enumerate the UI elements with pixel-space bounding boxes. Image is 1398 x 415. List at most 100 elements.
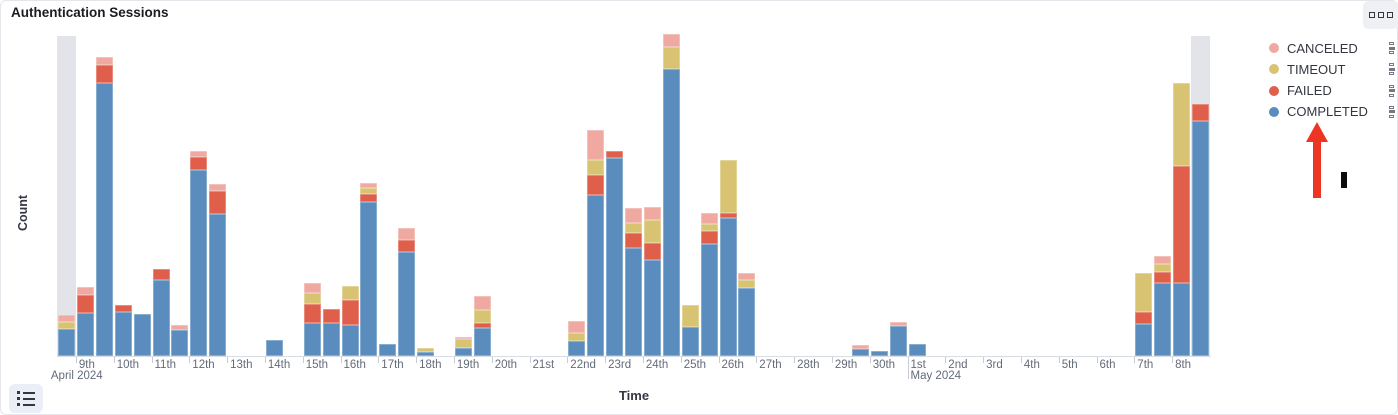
bar-apr-30-pm[interactable] — [889, 322, 907, 356]
bar-apr-29-pm[interactable] — [851, 345, 869, 356]
segment-timeout — [1135, 273, 1153, 312]
legend-item-options-icon[interactable] — [1389, 42, 1395, 54]
y-axis-label: Count — [16, 194, 30, 232]
legend-item-timeout[interactable]: TIMEOUT — [1269, 60, 1395, 78]
x-axis-tick-label: 16th — [343, 359, 366, 371]
x-axis-tick — [983, 357, 985, 363]
x-axis-tick-label: 29th — [834, 359, 858, 371]
x-axis-period-label: May 2024 — [910, 370, 962, 382]
x-axis-tick — [151, 357, 153, 363]
bar-may-8-pm[interactable] — [1192, 104, 1209, 356]
segment-timeout — [625, 223, 642, 233]
bar-apr-24-pm[interactable] — [662, 34, 680, 356]
bar-apr-19-am[interactable] — [454, 337, 472, 356]
bar-apr-16-pm[interactable] — [360, 183, 378, 356]
bar-apr-18-am[interactable] — [417, 348, 435, 356]
bar-apr-19-pm[interactable] — [473, 296, 491, 356]
bar-apr-24-am[interactable] — [643, 207, 661, 356]
segment-completed — [1154, 283, 1172, 356]
bar-apr-17-am[interactable] — [379, 344, 397, 356]
x-axis-tick — [264, 357, 266, 363]
bar-apr-25-am[interactable] — [681, 305, 699, 356]
bar-apr-15-am[interactable] — [303, 283, 321, 356]
bar-apr-22-pm[interactable] — [587, 130, 605, 356]
x-axis-tick — [453, 357, 455, 363]
bar-apr-23-am[interactable] — [606, 151, 624, 356]
x-axis-tick-label: 8th — [1175, 359, 1192, 371]
segment-timeout — [341, 286, 359, 300]
bar-may-7-am[interactable] — [1135, 273, 1153, 356]
red-arrow-annotation — [1313, 140, 1321, 198]
bar-apr-12-pm[interactable] — [209, 184, 227, 356]
segment-failed — [76, 295, 94, 313]
bar-apr-10-pm[interactable] — [133, 314, 151, 356]
bar-apr-26-pm[interactable] — [738, 273, 756, 356]
legend-item-options-icon[interactable] — [1389, 63, 1395, 76]
bar-apr-14-am[interactable] — [265, 340, 283, 356]
segment-timeout — [417, 348, 435, 352]
segment-completed — [681, 327, 699, 356]
bar-apr-22-am[interactable] — [568, 321, 586, 356]
segment-completed — [341, 325, 359, 356]
segment-completed — [303, 323, 321, 356]
legend-item-label: CANCELED — [1287, 40, 1358, 56]
legend-item-canceled[interactable]: CANCELED — [1269, 39, 1395, 57]
segment-canceled — [473, 296, 491, 310]
panel-options-button[interactable] — [1363, 1, 1398, 29]
segment-failed — [1192, 104, 1209, 121]
segment-completed — [398, 252, 416, 356]
bar-apr-11-pm[interactable] — [171, 325, 189, 356]
bar-apr-17-pm[interactable] — [398, 228, 416, 356]
segment-failed — [209, 191, 227, 214]
legend-item-failed[interactable]: FAILED — [1269, 82, 1395, 100]
legend-item-completed[interactable]: COMPLETED — [1269, 103, 1395, 121]
segment-canceled — [643, 207, 661, 220]
bar-may-7-pm[interactable] — [1154, 256, 1172, 356]
segment-canceled — [568, 321, 586, 333]
x-axis-tick-label: 20th — [494, 359, 518, 371]
bar-may-1-am[interactable] — [908, 344, 926, 356]
bar-apr-23-pm[interactable] — [625, 208, 642, 356]
bar-apr-16-am[interactable] — [341, 286, 359, 356]
segment-canceled — [76, 287, 94, 295]
bar-apr-9-am[interactable] — [76, 287, 94, 356]
bar-apr-25-pm[interactable] — [700, 213, 718, 356]
bar-apr-12-am[interactable] — [190, 151, 208, 356]
bar-apr-9-pm[interactable] — [95, 57, 113, 356]
bar-apr-8-pm[interactable] — [58, 315, 75, 356]
x-axis-tick-label: 10th — [116, 359, 140, 371]
x-axis-tick — [567, 357, 569, 363]
bar-apr-10-am[interactable] — [114, 305, 132, 356]
segment-canceled — [738, 273, 756, 280]
bar-apr-11-am[interactable] — [152, 269, 170, 356]
segment-completed — [719, 218, 737, 356]
segment-failed — [587, 175, 605, 195]
x-axis-tick-label: 3rd — [986, 359, 1003, 371]
segment-completed — [379, 344, 397, 356]
x-axis-tick-label: 30th — [872, 359, 896, 371]
bar-apr-26-am[interactable] — [719, 160, 737, 356]
black-mark-annotation — [1341, 172, 1347, 188]
x-axis-tick — [416, 357, 418, 363]
legend-toggle-button[interactable] — [9, 384, 43, 413]
legend-item-options-icon[interactable] — [1389, 105, 1395, 118]
segment-timeout — [360, 188, 378, 194]
segment-failed — [152, 269, 170, 280]
segment-completed — [1192, 121, 1209, 356]
segment-failed — [1173, 166, 1191, 283]
bar-apr-15-pm[interactable] — [322, 309, 340, 356]
bar-may-8-am[interactable] — [1173, 83, 1191, 356]
segment-failed — [700, 231, 718, 244]
x-axis-tick-label: 11th — [154, 359, 177, 371]
legend-item-options-icon[interactable] — [1389, 84, 1395, 97]
segment-canceled — [303, 283, 321, 293]
segment-canceled — [95, 57, 113, 65]
red-arrow-head — [1306, 122, 1328, 142]
partial-bucket-band — [57, 36, 76, 356]
x-axis-tick-label: 17th — [381, 359, 404, 371]
x-axis-tick — [75, 357, 77, 363]
x-axis-tick — [227, 357, 229, 363]
x-axis-tick-label: 2nd — [948, 359, 968, 371]
segment-completed — [662, 69, 680, 356]
bar-apr-30-am[interactable] — [870, 351, 888, 356]
